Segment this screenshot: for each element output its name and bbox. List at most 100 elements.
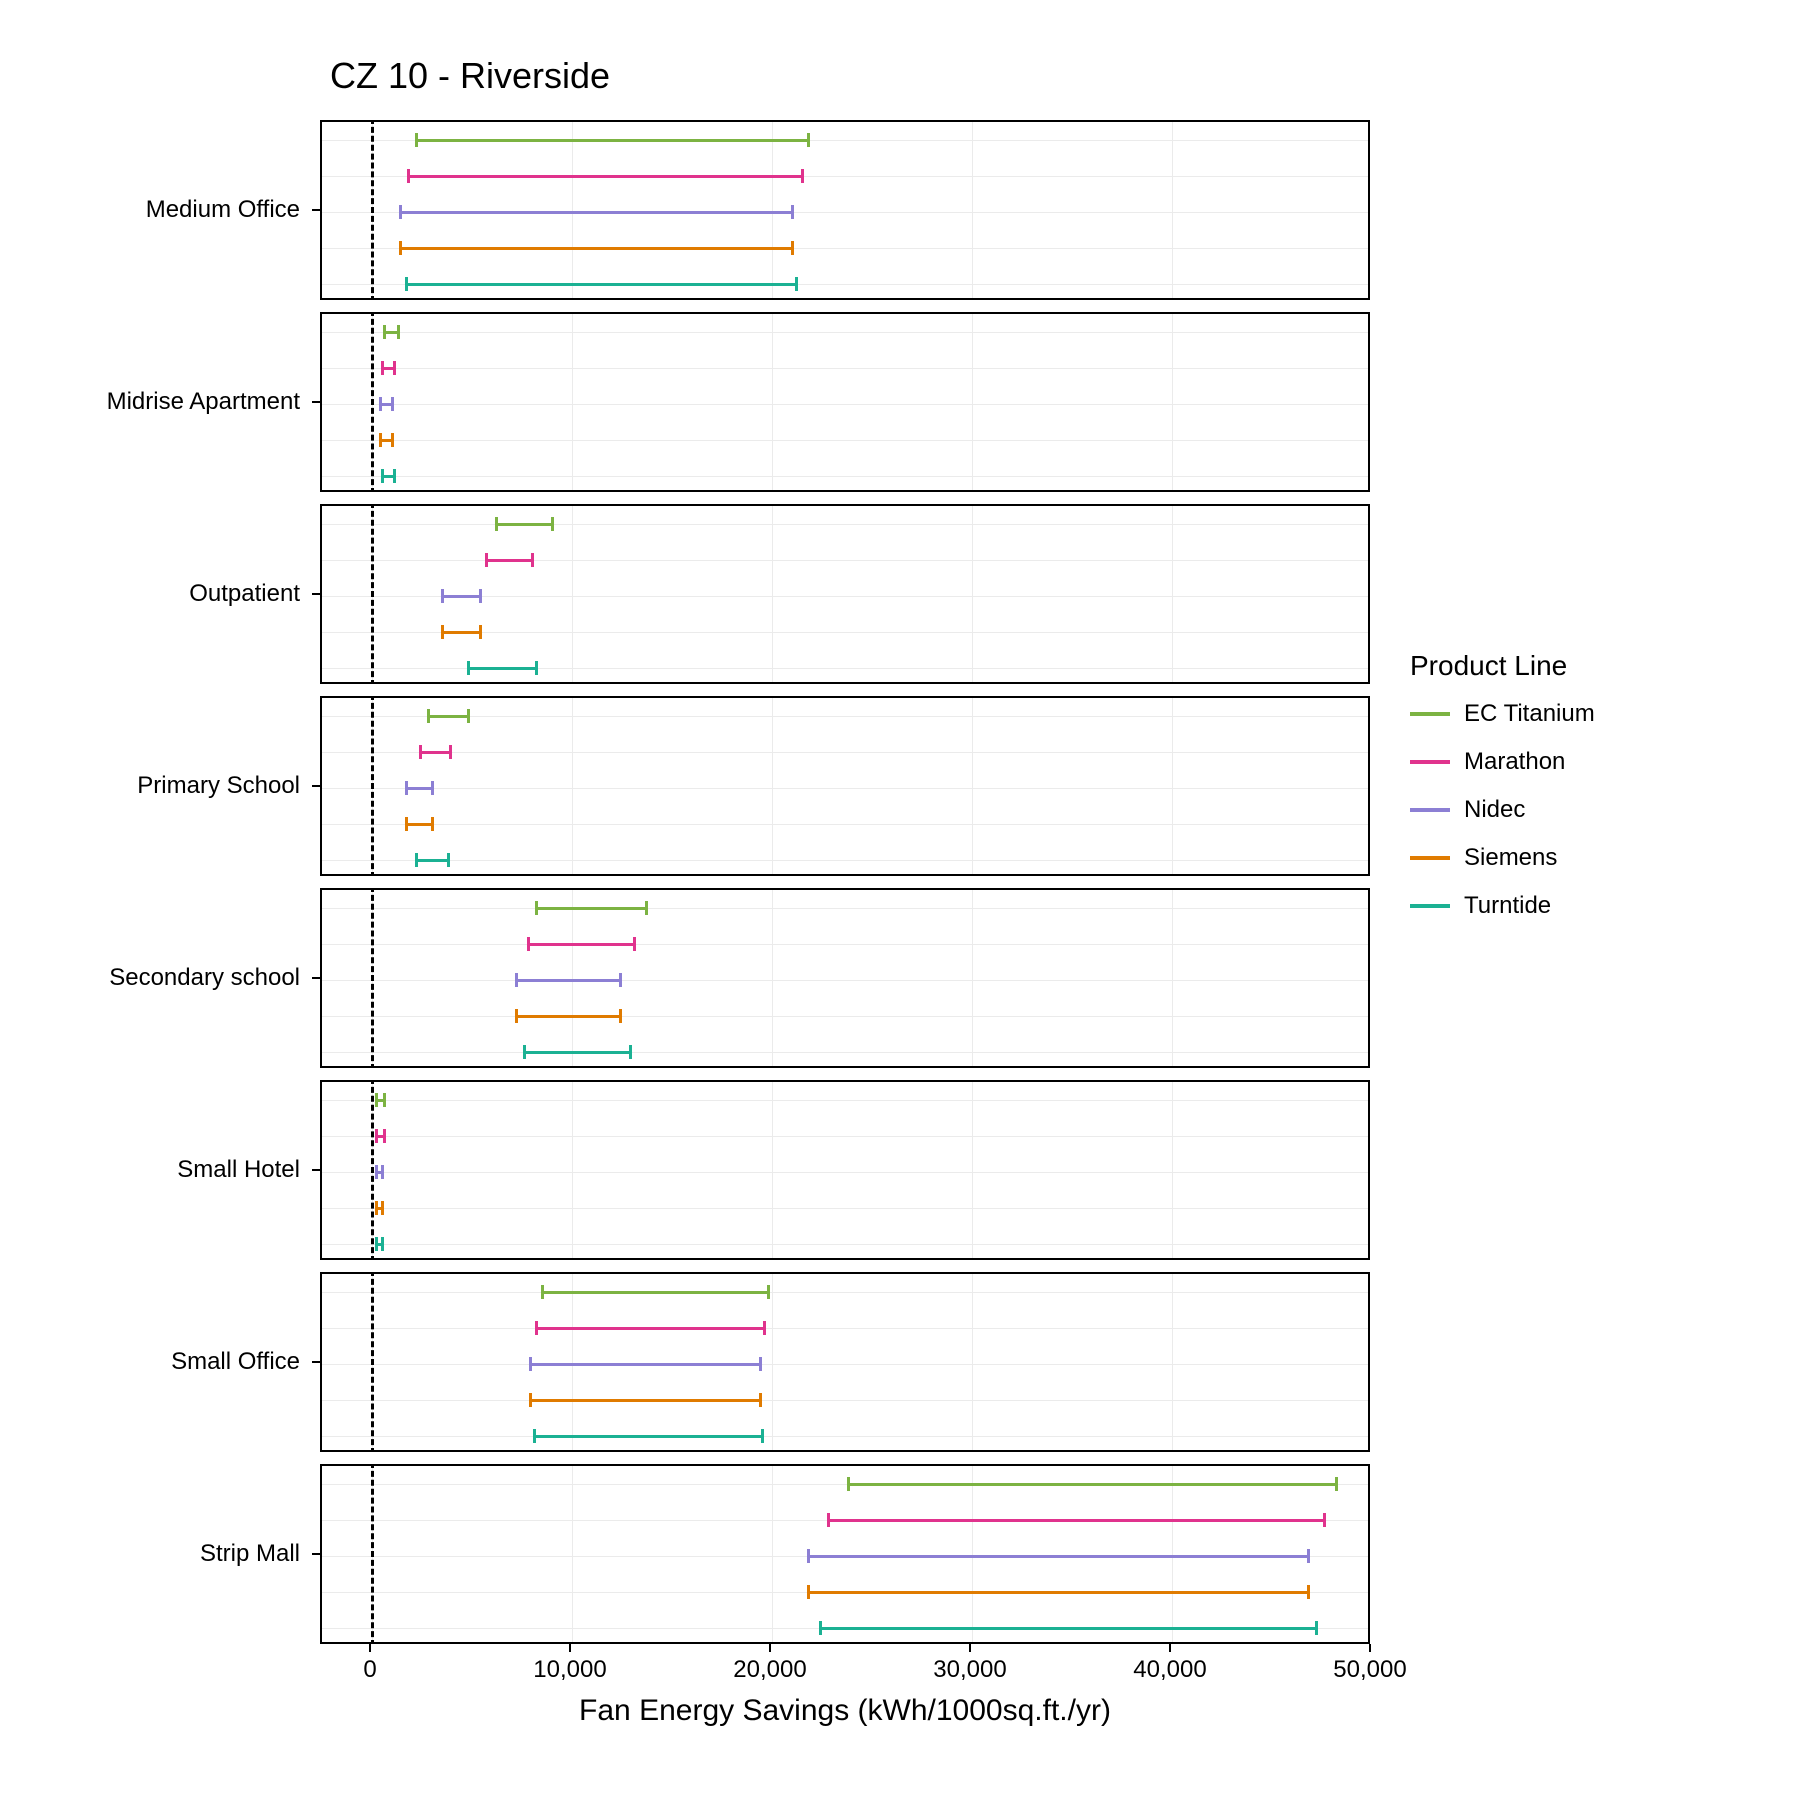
range-cap: [447, 853, 450, 867]
facet-panel: [320, 120, 1370, 300]
y-axis-tick: [312, 401, 320, 403]
range-bar: [524, 1051, 630, 1054]
range-cap: [375, 1129, 378, 1143]
facet-panel: [320, 1080, 1370, 1260]
chart-container: CZ 10 - Riverside Medium OfficeMidrise A…: [0, 0, 1800, 1800]
gridline-vertical: [972, 314, 973, 490]
range-cap: [375, 1165, 378, 1179]
y-axis-tick: [312, 1361, 320, 1363]
range-cap: [479, 625, 482, 639]
y-axis-tick: [312, 977, 320, 979]
range-bar: [542, 1291, 768, 1294]
range-cap: [759, 1393, 762, 1407]
gridline-horizontal: [322, 440, 1368, 441]
range-cap: [391, 433, 394, 447]
range-cap: [629, 1045, 632, 1059]
facet-label: Outpatient: [0, 580, 300, 608]
range-cap: [535, 901, 538, 915]
gridline-vertical: [772, 1082, 773, 1258]
x-axis-tick-label: 30,000: [933, 1656, 1006, 1684]
range-cap: [405, 817, 408, 831]
facet-label: Primary School: [0, 772, 300, 800]
x-axis-tick-label: 10,000: [533, 1656, 606, 1684]
range-cap: [645, 901, 648, 915]
gridline-horizontal: [322, 860, 1368, 861]
range-cap: [383, 1129, 386, 1143]
range-cap: [515, 973, 518, 987]
range-cap: [1307, 1585, 1310, 1599]
zero-reference-line: [371, 120, 374, 300]
gridline-horizontal: [322, 1208, 1368, 1209]
range-cap: [381, 361, 384, 375]
range-cap: [819, 1621, 822, 1635]
range-bar: [820, 1627, 1316, 1630]
gridline-vertical: [972, 122, 973, 298]
range-cap: [399, 241, 402, 255]
gridline-horizontal: [322, 908, 1368, 909]
gridline-vertical: [772, 890, 773, 1066]
range-cap: [807, 133, 810, 147]
legend-label: EC Titanium: [1464, 700, 1595, 728]
gridline-horizontal: [322, 1244, 1368, 1245]
legend-swatch: [1410, 808, 1450, 812]
x-axis-tick-label: 20,000: [733, 1656, 806, 1684]
range-cap: [1335, 1477, 1338, 1491]
legend-title: Product Line: [1410, 650, 1595, 682]
gridline-horizontal: [322, 1052, 1368, 1053]
range-cap: [847, 1477, 850, 1491]
zero-reference-line: [371, 1272, 374, 1452]
range-bar: [428, 715, 468, 718]
range-bar: [534, 1435, 762, 1438]
legend-item: Siemens: [1410, 844, 1595, 872]
range-cap: [383, 1093, 386, 1107]
gridline-horizontal: [322, 332, 1368, 333]
facet-label: Small Hotel: [0, 1156, 300, 1184]
x-axis-tick: [369, 1644, 371, 1652]
range-cap: [791, 241, 794, 255]
gridline-vertical: [1172, 506, 1173, 682]
range-bar: [408, 175, 802, 178]
range-cap: [383, 325, 386, 339]
gridline-horizontal: [322, 1016, 1368, 1017]
legend-label: Marathon: [1464, 748, 1565, 776]
gridline-horizontal: [322, 368, 1368, 369]
range-cap: [531, 553, 534, 567]
x-axis-tick: [569, 1644, 571, 1652]
range-cap: [485, 553, 488, 567]
facet-panel: [320, 1464, 1370, 1644]
range-bar: [496, 523, 552, 526]
facet-label: Small Office: [0, 1348, 300, 1376]
range-bar: [808, 1591, 1308, 1594]
gridline-vertical: [1172, 1082, 1173, 1258]
range-cap: [619, 973, 622, 987]
x-axis-title: Fan Energy Savings (kWh/1000sq.ft./yr): [320, 1694, 1370, 1728]
gridline-horizontal: [322, 1400, 1368, 1401]
facet-panel: [320, 312, 1370, 492]
range-cap: [1315, 1621, 1318, 1635]
range-cap: [431, 781, 434, 795]
range-bar: [536, 907, 646, 910]
x-axis-tick: [1169, 1644, 1171, 1652]
range-cap: [541, 1285, 544, 1299]
range-bar: [442, 631, 480, 634]
range-cap: [467, 661, 470, 675]
range-bar: [808, 1555, 1308, 1558]
range-cap: [1307, 1549, 1310, 1563]
range-cap: [381, 1201, 384, 1215]
range-bar: [420, 751, 450, 754]
range-bar: [406, 787, 432, 790]
gridline-horizontal: [322, 980, 1368, 981]
range-cap: [393, 469, 396, 483]
legend-item: EC Titanium: [1410, 700, 1595, 728]
range-bar: [848, 1483, 1336, 1486]
gridline-vertical: [572, 314, 573, 490]
range-cap: [441, 625, 444, 639]
y-axis-tick: [312, 1169, 320, 1171]
gridline-vertical: [572, 698, 573, 874]
x-axis-tick: [969, 1644, 971, 1652]
range-cap: [523, 1045, 526, 1059]
range-cap: [375, 1093, 378, 1107]
range-bar: [406, 283, 796, 286]
range-cap: [467, 709, 470, 723]
range-cap: [791, 205, 794, 219]
